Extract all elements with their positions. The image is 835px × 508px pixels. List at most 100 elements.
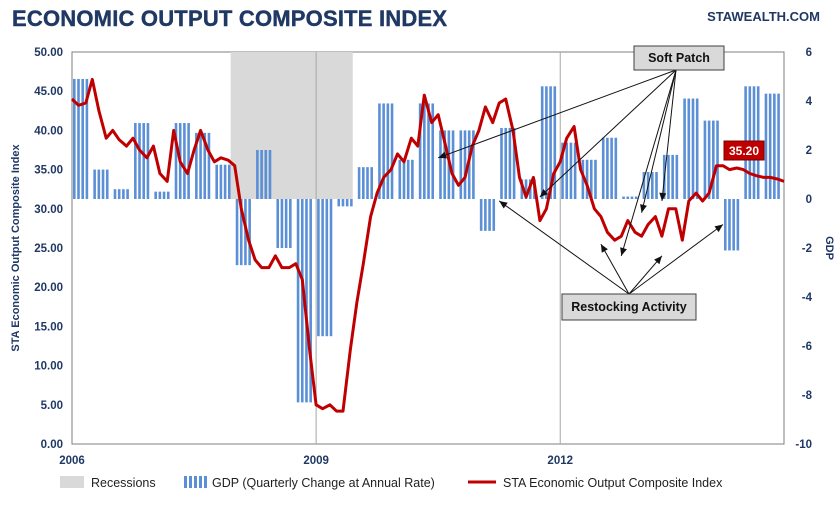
arrow-head (714, 224, 723, 233)
right-tick-label: -2 (802, 243, 812, 255)
legend-swatch-gdp (184, 476, 207, 488)
gdp-bar-stripe (101, 169, 105, 199)
brand-label: STAWEALTH.COM (707, 9, 820, 24)
gdp-bar-stripe (601, 137, 605, 199)
annotation-arrows (437, 69, 724, 295)
gdp-bar-stripe (386, 103, 390, 199)
soft-patch-label: Soft Patch (648, 51, 710, 65)
gdp-bar-stripe (581, 159, 585, 199)
gdp-bar-stripe (406, 159, 410, 199)
gdp-bar (581, 159, 597, 199)
left-tick-label: 30.00 (34, 204, 63, 216)
left-tick-label: 10.00 (34, 361, 63, 373)
index-line (70, 77, 785, 413)
gdp-bar-stripe (81, 78, 84, 199)
gdp-bar-stripe (671, 154, 674, 199)
left-tick-label: 35.00 (34, 165, 63, 177)
gdp-bar-stripe (630, 196, 634, 199)
gdp-bar (296, 199, 312, 403)
gridlines (315, 52, 561, 444)
arrow-head (499, 200, 508, 209)
gdp-bar-stripe (228, 164, 231, 199)
gdp-bar-stripe (573, 142, 577, 199)
gdp-bar-stripe (594, 159, 597, 199)
gdp-bar-stripe (642, 172, 646, 199)
gdp-bar-stripe (606, 137, 609, 199)
gdp-bar-stripe (280, 199, 284, 248)
gdp-bar-stripe (97, 169, 101, 199)
gdp-bar-stripe (366, 167, 369, 199)
right-tick-label: -10 (795, 439, 812, 451)
gdp-bar-stripe (764, 93, 768, 199)
gdp-bar-stripe (431, 103, 435, 199)
right-tick-label: 4 (806, 96, 813, 108)
gdp-bar (357, 167, 373, 199)
gdp-bar-stripe (512, 127, 516, 199)
gdp-bar-stripe (626, 196, 630, 199)
gdp-bar (154, 191, 170, 199)
x-tick-label: 2009 (303, 455, 329, 467)
gdp-bar-stripe (235, 199, 239, 266)
left-tick-label: 45.00 (34, 86, 63, 98)
gdp-bar-stripe (223, 164, 227, 199)
gdp-bar-stripe (691, 98, 695, 199)
right-tick-label: -8 (802, 390, 813, 402)
gdp-bar-stripe (773, 93, 776, 199)
gdp-bar (540, 86, 557, 199)
left-axis-ticks: 0.00 5.00 10.00 15.00 20.00 25.00 30.00 35.00 40… (34, 47, 63, 451)
gdp-bar-stripe (260, 150, 263, 199)
gdp-bar (561, 142, 577, 199)
gdp-bar-stripe (402, 159, 406, 199)
gdp-bar (723, 199, 740, 251)
gdp-bar-stripe (728, 199, 731, 251)
left-tick-label: 15.00 (34, 321, 63, 333)
gdp-bar (398, 159, 414, 199)
gdp-bar-stripe (553, 86, 557, 199)
gdp-bar-stripe (215, 164, 218, 199)
gdp-bar-stripe (585, 159, 589, 199)
last-value-tag (723, 140, 765, 161)
annotation-arrow (620, 69, 677, 256)
gdp-bar-stripe (500, 127, 503, 199)
arrow-shaft (628, 255, 663, 295)
left-tick-label: 0.00 (41, 439, 63, 451)
gdp-bar-stripe (122, 189, 125, 199)
gdp-bar-stripe (195, 132, 198, 199)
gdp-bar-stripe (382, 103, 385, 199)
arrow-head (600, 244, 608, 253)
gdp-bar-stripe (268, 150, 272, 199)
gdp-bar-stripe (418, 103, 422, 199)
right-tick-label: 6 (806, 47, 812, 59)
gdp-bar (479, 199, 496, 231)
gdp-bar-stripe (166, 191, 170, 199)
left-tick-label: 40.00 (34, 125, 63, 137)
gdp-bar-stripe (126, 189, 129, 199)
gdp-bar-stripe (508, 127, 512, 199)
x-axis-ticks: 2006 2009 2012 (59, 455, 573, 467)
gdp-bar-stripe (357, 167, 361, 199)
gdp-bar-stripe (284, 199, 288, 248)
gdp-bar-stripe (520, 179, 524, 199)
gdp-bar-stripe (113, 189, 117, 199)
chart-title: ECONOMIC OUTPUT COMPOSITE INDEX (12, 6, 447, 31)
gdp-bar-stripe (736, 199, 740, 251)
last-value-label: 35.20 (729, 144, 759, 158)
gdp-bar-stripe (768, 93, 772, 199)
right-axis-label: GDP (823, 236, 835, 260)
gdp-bar (337, 199, 353, 207)
gdp-bar-stripe (158, 191, 162, 199)
arrow-shaft (600, 243, 630, 295)
arrow-head (438, 151, 447, 159)
gdp-bar (378, 103, 394, 199)
gdp-bar-stripe (105, 169, 109, 199)
gdp-bar (317, 199, 333, 337)
annotation-arrow (628, 255, 663, 295)
gdp-bar-stripe (199, 132, 202, 199)
gdp-bar-stripe (707, 120, 711, 199)
annotation-arrow (659, 69, 677, 202)
gdp-bar (276, 199, 292, 248)
gdp-bar-stripe (183, 123, 186, 199)
gdp-bar-stripe (362, 167, 365, 199)
